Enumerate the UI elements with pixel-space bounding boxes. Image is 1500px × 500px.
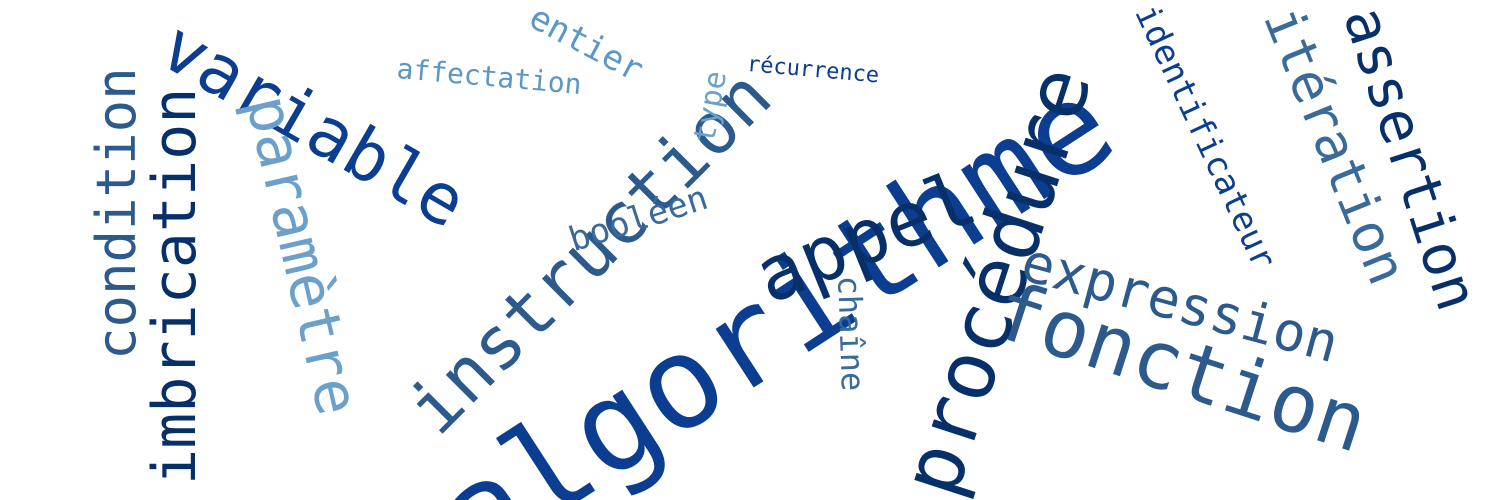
word-condition: condition xyxy=(85,67,148,360)
word-recurrence: récurrence xyxy=(745,52,881,89)
word-affectation: affectation xyxy=(395,52,583,102)
word-imbrication: imbrication xyxy=(140,87,210,485)
word-chaine: chaîne xyxy=(830,274,873,392)
